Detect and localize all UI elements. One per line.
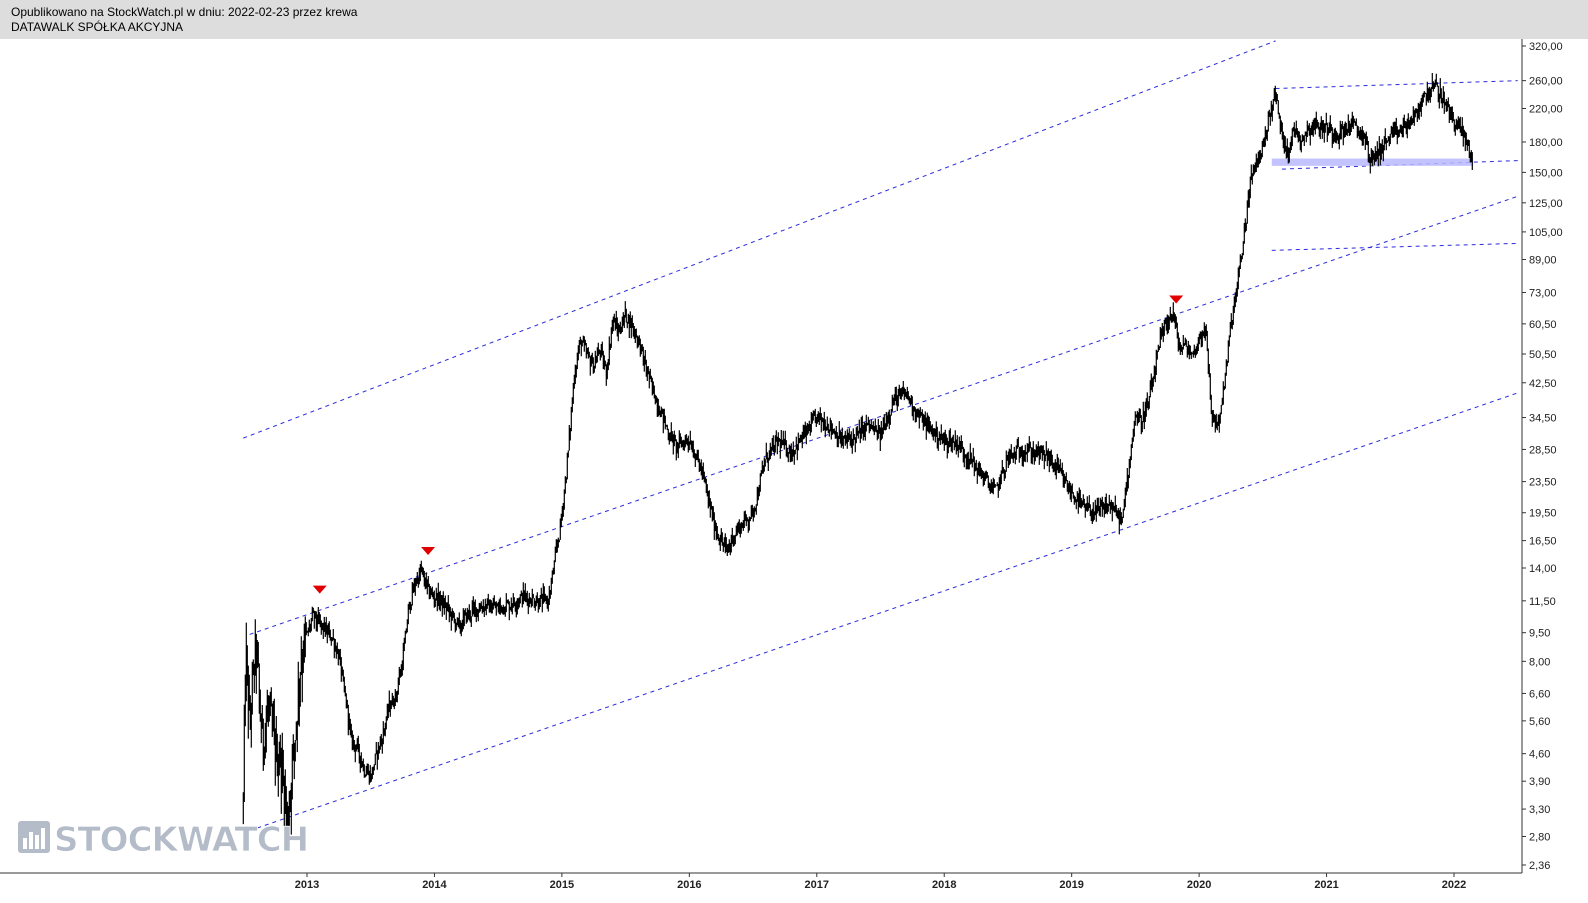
x-tick-label: 2022 — [1442, 879, 1466, 891]
y-tick-label: 220,00 — [1529, 104, 1563, 116]
y-tick-label: 4,60 — [1529, 749, 1550, 761]
y-tick-label: 260,00 — [1529, 76, 1563, 88]
x-tick-label: 2017 — [805, 879, 829, 891]
x-tick-label: 2021 — [1314, 879, 1338, 891]
x-tick-label: 2015 — [550, 879, 574, 891]
y-tick-label: 5,60 — [1529, 716, 1550, 728]
x-tick-label: 2020 — [1187, 879, 1211, 891]
y-tick-label: 150,00 — [1529, 167, 1563, 179]
trendline-6 — [1271, 242, 1518, 251]
x-tick-label: 2016 — [677, 879, 701, 891]
y-tick-label: 2,80 — [1529, 831, 1550, 843]
sell-signal-marker-3 — [1169, 295, 1184, 304]
axes: 320,00 260,00 220,00 180,00 150,00 125,00 105,… — [0, 39, 1563, 891]
bar-chart-logo-icon — [18, 821, 50, 853]
x-tick-label: 2014 — [422, 879, 447, 891]
trendline-1 — [243, 40, 1276, 439]
x-tick-label: 2018 — [932, 879, 956, 891]
sell-signal-marker-1 — [312, 585, 327, 594]
y-tick-label: 19,50 — [1529, 508, 1557, 520]
y-tick-label: 180,00 — [1529, 137, 1563, 149]
signal-markers — [312, 295, 1184, 594]
price-bars — [242, 73, 1473, 845]
trendline-3 — [249, 392, 1518, 832]
x-tick-label: 2019 — [1059, 879, 1083, 891]
y-tick-label: 42,50 — [1529, 378, 1557, 390]
y-tick-label: 105,00 — [1529, 227, 1563, 239]
y-tick-label: 11,50 — [1529, 596, 1556, 608]
x-tick-label: 2013 — [295, 879, 319, 891]
y-tick-label: 9,50 — [1529, 628, 1550, 640]
y-tick-label: 3,30 — [1529, 804, 1550, 816]
y-tick-label: 28,50 — [1529, 444, 1557, 456]
y-tick-label: 89,00 — [1529, 254, 1557, 266]
y-tick-label: 320,00 — [1529, 41, 1563, 53]
trendline-2 — [249, 195, 1518, 635]
trendline-4 — [1275, 80, 1518, 90]
instrument-name: DATAWALK SPÓŁKA AKCYJNA — [11, 20, 184, 34]
y-tick-label: 16,50 — [1529, 536, 1557, 548]
y-tick-label: 14,00 — [1529, 563, 1557, 575]
y-tick-label: 50,50 — [1529, 349, 1557, 361]
y-tick-label: 125,00 — [1529, 198, 1563, 210]
stockwatch-watermark: STOCKWATCH — [18, 820, 310, 860]
y-tick-label: 2,36 — [1529, 860, 1550, 872]
y-tick-label: 73,00 — [1529, 288, 1557, 300]
trendlines — [243, 40, 1518, 832]
y-tick-label: 34,50 — [1529, 413, 1557, 425]
y-tick-label: 23,50 — [1529, 477, 1557, 489]
watermark-text: STOCKWATCH — [54, 820, 308, 860]
price-series — [242, 73, 1473, 845]
sell-signal-marker-2 — [421, 547, 436, 556]
y-tick-label: 6,60 — [1529, 688, 1550, 700]
y-tick-label: 60,50 — [1529, 319, 1557, 331]
chart-header: Opublikowano na StockWatch.pl w dniu: 20… — [0, 0, 1588, 39]
y-tick-label: 3,90 — [1529, 776, 1550, 788]
published-info: Opublikowano na StockWatch.pl w dniu: 20… — [11, 5, 358, 19]
y-tick-label: 8,00 — [1529, 656, 1550, 668]
